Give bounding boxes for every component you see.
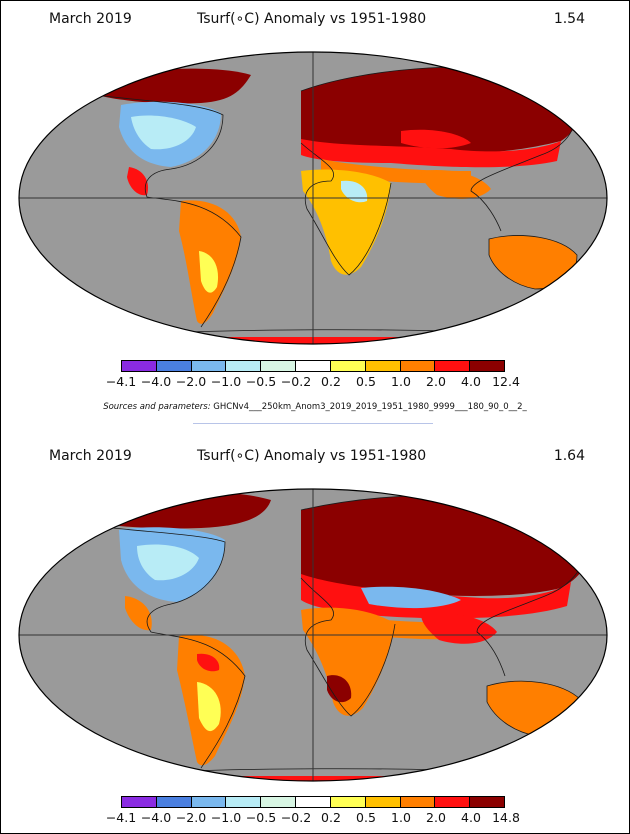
legend-tick: −2.0 xyxy=(175,374,207,389)
legend-bin xyxy=(261,361,297,371)
legend-tick-labels: −4.1 −4.0 −2.0 −1.0 −0.5 −0.2 0.2 0.5 1.… xyxy=(99,374,529,390)
region-south-asia xyxy=(421,612,497,644)
legend-bin xyxy=(365,361,401,371)
region-na-center xyxy=(131,115,196,150)
legend-bin xyxy=(365,797,401,807)
legend-tick: 0.5 xyxy=(356,810,376,825)
globe-outline xyxy=(18,51,608,345)
legend-tick: 4.0 xyxy=(461,374,481,389)
legend-bin xyxy=(191,361,227,371)
legend-tick: 12.4 xyxy=(492,374,520,389)
region-mexico xyxy=(125,596,152,631)
legend-bin xyxy=(435,797,471,807)
legend-tick: 0.5 xyxy=(356,374,376,389)
panel-title: Tsurf(∘C) Anomaly vs 1951-1980 xyxy=(197,448,427,464)
legend-bin xyxy=(296,797,331,807)
legend-tick: 14.8 xyxy=(492,810,520,825)
panel-separator xyxy=(193,423,433,424)
region-sa-north xyxy=(197,653,220,672)
legend-tick: −1.0 xyxy=(210,374,242,389)
region-siberia-band xyxy=(401,129,471,149)
legend-tick: 1.0 xyxy=(391,374,411,389)
globe-outline xyxy=(18,488,608,782)
color-legend-bar xyxy=(121,796,505,808)
legend-bin xyxy=(191,797,227,807)
legend-bin xyxy=(226,361,262,371)
anomaly-field xyxy=(91,66,579,344)
legend-tick: −4.0 xyxy=(140,374,172,389)
legend-bin xyxy=(122,361,157,371)
color-legend-bar xyxy=(121,360,505,372)
sources-params: GHCNv4___250km_Anom3_2019_2019_1951_1980… xyxy=(213,402,527,412)
global-mean-value: 1.54 xyxy=(553,11,585,27)
region-south-asia xyxy=(421,169,491,199)
legend-bin xyxy=(330,361,366,371)
coastline-americas xyxy=(95,525,246,769)
legend-tick: −1.0 xyxy=(210,810,242,825)
legend-tick-labels: −4.1 −4.0 −2.0 −1.0 −0.5 −0.2 0.2 0.5 1.… xyxy=(99,810,529,826)
region-na-center xyxy=(137,544,199,581)
region-africa-south xyxy=(327,675,352,703)
legend-bin xyxy=(261,797,297,807)
legend-bin xyxy=(470,361,504,371)
panel-title: Tsurf(∘C) Anomaly vs 1951-1980 xyxy=(197,11,427,27)
legend-tick: −0.2 xyxy=(280,810,312,825)
region-africa xyxy=(301,169,391,275)
legend-tick: 2.0 xyxy=(426,810,446,825)
legend-tick: 0.2 xyxy=(321,810,341,825)
panel-date: March 2019 xyxy=(49,448,132,464)
sources-note: Sources and parameters: GHCNv4___250km_A… xyxy=(1,402,629,412)
region-eurasia-south xyxy=(301,139,561,168)
legend-tick: −2.0 xyxy=(175,810,207,825)
legend-tick: −4.0 xyxy=(140,810,172,825)
legend-bin xyxy=(330,797,366,807)
region-central-asia xyxy=(361,586,461,609)
legend-tick: −4.1 xyxy=(105,810,137,825)
legend-bin xyxy=(400,361,436,371)
sources-label: Sources and parameters: xyxy=(103,402,211,412)
legend-tick: −0.5 xyxy=(245,810,277,825)
region-australia xyxy=(489,235,577,289)
panel-date: March 2019 xyxy=(49,11,132,27)
map-panel-top: March 2019 Tsurf(∘C) Anomaly vs 1951-198… xyxy=(1,1,629,424)
region-sa-south xyxy=(197,682,221,732)
region-antarctic-band xyxy=(121,776,521,781)
legend-tick: −4.1 xyxy=(105,374,137,389)
legend-bin xyxy=(156,797,192,807)
legend-tick: 4.0 xyxy=(461,810,481,825)
legend-tick: 1.0 xyxy=(391,810,411,825)
region-africa-north xyxy=(341,180,368,203)
legend-bin xyxy=(400,797,436,807)
legend-tick: 0.2 xyxy=(321,374,341,389)
legend-tick: −0.5 xyxy=(245,374,277,389)
region-mexico xyxy=(127,167,149,196)
coastline-americas xyxy=(95,94,242,328)
legend-bin xyxy=(296,361,331,371)
anomaly-map xyxy=(18,488,608,782)
legend-tick: −0.2 xyxy=(280,374,312,389)
map-panel-bottom: March 2019 Tsurf(∘C) Anomaly vs 1951-198… xyxy=(1,438,629,833)
anomaly-map xyxy=(18,51,608,345)
global-mean-value: 1.64 xyxy=(553,448,585,464)
region-sa-south xyxy=(199,251,219,293)
legend-tick: 2.0 xyxy=(426,374,446,389)
legend-bin xyxy=(122,797,157,807)
legend-bin xyxy=(156,361,192,371)
coastline-eurasia-africa xyxy=(300,66,576,276)
legend-bin xyxy=(470,797,504,807)
legend-bin xyxy=(226,797,262,807)
legend-bin xyxy=(435,361,471,371)
